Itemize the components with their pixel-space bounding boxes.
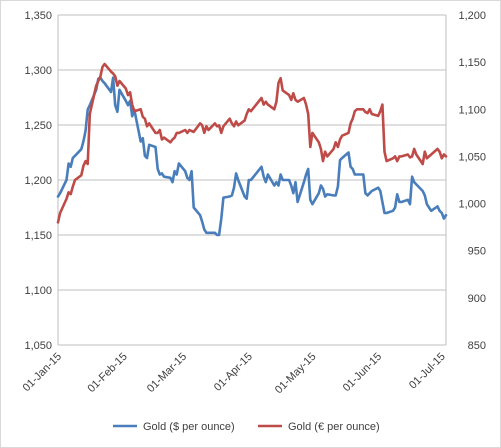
left-tick-label: 1,150 [24,230,52,242]
gridlines [57,14,447,346]
series-line-gold-eur [56,62,448,224]
legend-label-0: Gold ($ per ounce) [143,421,235,433]
series-lines [56,62,448,237]
right-tick-label: 950 [468,246,486,258]
series-line-gold-usd [56,76,448,237]
left-axis-tick-labels: 1,050 1,100 1,150 1,200 1,250 1,300 1,350 [24,10,52,352]
right-tick-label: 900 [468,293,486,305]
legend: Gold ($ per ounce) Gold (€ per ounce) [113,421,380,433]
left-tick-label: 1,350 [24,10,52,22]
left-tick-label: 1,250 [24,120,52,132]
right-axis-tick-labels: 850 900 950 1,000 1,050 1,100 1,150 1,200 [458,10,486,352]
right-tick-label: 1,050 [458,151,486,163]
left-tick-label: 1,300 [24,65,52,77]
right-tick-label: 1,200 [458,10,486,22]
right-tick-label: 1,150 [458,57,486,69]
right-tick-label: 1,100 [458,104,486,116]
legend-label-1: Gold (€ per ounce) [288,421,380,433]
right-tick-label: 1,000 [458,199,486,211]
left-tick-label: 1,200 [24,175,52,187]
left-tick-label: 1,050 [24,340,52,352]
right-tick-label: 850 [468,340,486,352]
left-tick-label: 1,100 [24,285,52,297]
